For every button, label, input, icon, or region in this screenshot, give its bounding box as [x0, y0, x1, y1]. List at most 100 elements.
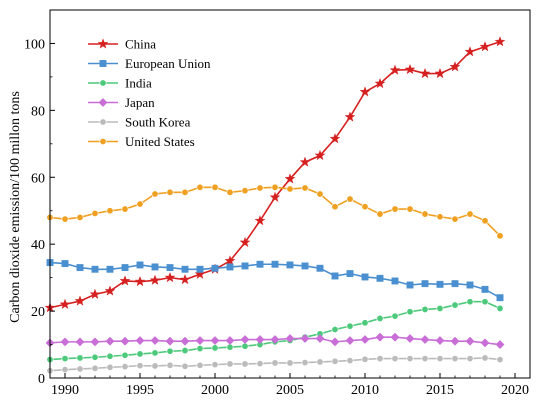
data-point-european-union: [391, 277, 399, 285]
data-point-china: [464, 46, 476, 57]
data-point-european-union: [331, 272, 339, 280]
data-point-india: [196, 345, 204, 353]
data-point-japan: [465, 336, 475, 346]
legend-marker: [99, 60, 107, 67]
data-point-south-korea: [241, 360, 249, 368]
data-point-china: [284, 173, 296, 184]
data-point-european-union: [346, 270, 354, 278]
series-south-korea: [46, 354, 504, 375]
x-tick-label: 2020: [501, 383, 529, 398]
data-point-united-states: [301, 184, 309, 192]
data-point-south-korea: [406, 355, 414, 363]
y-tick-label: 20: [31, 305, 45, 320]
data-point-india: [211, 344, 219, 352]
y-tick-label: 60: [31, 171, 45, 186]
series-india: [46, 298, 504, 364]
data-point-european-union: [496, 294, 504, 302]
data-point-united-states: [91, 209, 99, 217]
data-point-japan: [495, 340, 505, 350]
data-point-south-korea: [91, 364, 99, 372]
data-point-china: [359, 86, 371, 97]
data-point-united-states: [331, 203, 339, 211]
data-point-japan: [330, 337, 340, 347]
data-point-european-union: [226, 263, 234, 271]
data-point-china: [374, 77, 386, 89]
data-point-european-union: [421, 280, 429, 288]
data-point-south-korea: [151, 362, 159, 370]
data-point-south-korea: [76, 365, 84, 373]
data-point-china: [389, 64, 401, 75]
data-point-china: [164, 271, 176, 283]
y-tick-label: 100: [24, 37, 45, 52]
data-point-united-states: [361, 203, 369, 211]
data-point-china: [449, 61, 461, 72]
data-point-south-korea: [211, 361, 219, 369]
data-point-japan: [405, 334, 415, 344]
data-point-china: [239, 236, 251, 248]
data-point-european-union: [466, 281, 474, 289]
data-point-south-korea: [196, 361, 204, 369]
data-point-india: [76, 354, 84, 362]
data-point-india: [376, 314, 384, 322]
data-point-united-states: [196, 183, 204, 191]
data-point-japan: [300, 334, 310, 344]
data-point-south-korea: [466, 355, 474, 363]
data-point-india: [481, 298, 489, 306]
data-point-japan: [210, 336, 220, 346]
data-point-china: [194, 268, 206, 279]
data-point-european-union: [121, 264, 129, 272]
data-point-japan: [120, 336, 130, 346]
data-point-united-states: [496, 232, 504, 240]
data-point-united-states: [151, 190, 159, 198]
data-point-japan: [135, 336, 145, 346]
data-point-european-union: [166, 264, 174, 272]
data-point-china: [434, 67, 446, 79]
x-tick-label: 2005: [276, 383, 304, 398]
legend-marker: [97, 38, 109, 49]
legend-marker: [99, 79, 107, 87]
data-point-china: [269, 191, 281, 202]
data-point-south-korea: [496, 356, 504, 364]
series-china: [44, 36, 506, 313]
data-point-south-korea: [346, 357, 354, 365]
data-point-japan: [60, 337, 70, 347]
data-point-south-korea: [451, 355, 459, 363]
data-point-south-korea: [121, 363, 129, 371]
data-point-india: [451, 301, 459, 309]
data-point-japan: [435, 336, 445, 346]
data-point-china: [74, 295, 86, 306]
data-point-european-union: [196, 265, 204, 273]
data-point-south-korea: [106, 363, 114, 371]
x-tick-label: 2010: [351, 383, 379, 398]
data-point-china: [419, 67, 431, 79]
data-point-japan: [180, 336, 190, 346]
data-point-japan: [345, 336, 355, 346]
data-point-united-states: [421, 210, 429, 218]
data-point-japan: [255, 335, 265, 345]
legend-marker: [99, 118, 107, 126]
data-point-united-states: [241, 187, 249, 195]
data-point-india: [331, 325, 339, 333]
data-point-united-states: [121, 205, 129, 213]
data-point-european-union: [91, 265, 99, 273]
data-point-japan: [90, 337, 100, 347]
data-point-united-states: [346, 195, 354, 203]
legend-label: European Union: [125, 56, 211, 71]
data-point-china: [179, 273, 191, 285]
data-point-european-union: [151, 263, 159, 271]
data-point-south-korea: [391, 355, 399, 363]
data-point-european-union: [136, 261, 144, 269]
legend-marker: [99, 138, 107, 146]
data-point-united-states: [61, 215, 69, 223]
data-point-european-union: [256, 260, 264, 268]
legend-label: Japan: [125, 95, 155, 110]
data-point-united-states: [106, 207, 114, 215]
data-point-united-states: [466, 210, 474, 218]
data-point-japan: [315, 334, 325, 344]
data-point-south-korea: [436, 355, 444, 363]
data-point-japan: [390, 332, 400, 342]
data-point-china: [134, 275, 146, 287]
data-point-south-korea: [316, 358, 324, 366]
